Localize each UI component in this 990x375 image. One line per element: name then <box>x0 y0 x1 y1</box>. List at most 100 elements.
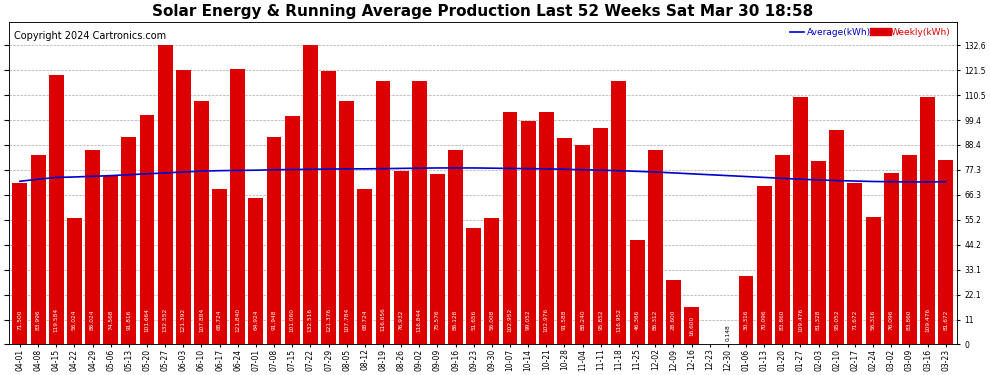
Text: 95.052: 95.052 <box>835 309 840 330</box>
Text: 91.816: 91.816 <box>127 309 132 330</box>
Text: 68.724: 68.724 <box>217 309 222 330</box>
Bar <box>521 121 536 344</box>
Text: 116.656: 116.656 <box>380 308 385 332</box>
Text: 88.240: 88.240 <box>580 309 585 330</box>
Text: 46.366: 46.366 <box>635 309 640 330</box>
Bar <box>85 150 100 344</box>
Bar <box>140 115 154 344</box>
Text: 121.376: 121.376 <box>326 308 331 332</box>
Text: 132.516: 132.516 <box>308 308 313 332</box>
Bar <box>884 173 899 344</box>
Text: 56.024: 56.024 <box>72 309 77 330</box>
Bar <box>266 137 281 344</box>
Bar <box>13 183 28 344</box>
Bar <box>122 137 137 344</box>
Text: 74.568: 74.568 <box>108 309 113 330</box>
Text: 119.584: 119.584 <box>53 308 58 332</box>
Text: 16.600: 16.600 <box>689 315 694 336</box>
Bar <box>793 98 808 344</box>
Bar <box>775 155 790 344</box>
Text: 109.476: 109.476 <box>798 308 803 332</box>
Bar <box>248 198 263 344</box>
Bar <box>375 81 390 344</box>
Text: 102.976: 102.976 <box>544 308 548 332</box>
Bar <box>321 70 336 344</box>
Bar <box>448 150 463 344</box>
Bar <box>303 45 318 344</box>
Bar <box>847 183 862 344</box>
Bar <box>357 189 372 344</box>
Text: 28.600: 28.600 <box>671 309 676 330</box>
Text: 56.008: 56.008 <box>489 309 494 330</box>
Bar <box>231 69 246 344</box>
Text: 76.932: 76.932 <box>399 309 404 330</box>
Text: 116.952: 116.952 <box>617 308 622 332</box>
Text: 121.840: 121.840 <box>236 308 241 332</box>
Bar <box>666 280 681 344</box>
Bar <box>830 130 844 344</box>
Bar <box>920 98 935 344</box>
Bar <box>557 138 572 344</box>
Text: 107.784: 107.784 <box>345 308 349 332</box>
Bar <box>430 174 445 344</box>
Title: Solar Energy & Running Average Production Last 52 Weeks Sat Mar 30 18:58: Solar Energy & Running Average Productio… <box>152 4 814 19</box>
Text: 68.724: 68.724 <box>362 309 367 330</box>
Text: 86.024: 86.024 <box>90 309 95 330</box>
Bar <box>484 218 499 344</box>
Bar <box>31 155 46 344</box>
Text: 116.844: 116.844 <box>417 308 422 332</box>
Text: 56.316: 56.316 <box>870 309 875 330</box>
Bar <box>739 276 753 344</box>
Bar <box>902 155 917 344</box>
Text: 30.316: 30.316 <box>743 309 748 330</box>
Text: 70.096: 70.096 <box>761 309 766 330</box>
Text: 101.060: 101.060 <box>290 308 295 332</box>
Bar <box>939 160 953 344</box>
Bar <box>612 81 627 344</box>
Bar <box>176 70 191 344</box>
Text: 64.924: 64.924 <box>253 309 258 330</box>
Text: 83.860: 83.860 <box>780 309 785 330</box>
Text: 71.500: 71.500 <box>18 309 23 330</box>
Bar <box>684 307 699 344</box>
Bar <box>285 116 300 344</box>
Text: 83.860: 83.860 <box>907 309 912 330</box>
Text: 121.392: 121.392 <box>181 308 186 332</box>
Text: 107.884: 107.884 <box>199 308 204 332</box>
Bar <box>503 112 518 344</box>
Text: 99.052: 99.052 <box>526 309 531 330</box>
Text: 86.128: 86.128 <box>453 309 458 330</box>
Bar <box>539 112 553 344</box>
Bar <box>647 150 662 344</box>
Bar <box>630 240 644 344</box>
Bar <box>157 45 172 344</box>
Text: 109.476: 109.476 <box>925 308 930 332</box>
Bar <box>394 171 409 344</box>
Bar <box>412 81 427 344</box>
Legend: Average(kWh), Weekly(kWh): Average(kWh), Weekly(kWh) <box>788 26 952 39</box>
Text: 95.852: 95.852 <box>598 309 603 330</box>
Bar <box>811 161 826 344</box>
Bar <box>212 189 227 344</box>
Bar <box>575 145 590 344</box>
Text: 101.664: 101.664 <box>145 308 149 332</box>
Bar <box>756 186 771 344</box>
Text: 51.656: 51.656 <box>471 309 476 330</box>
Bar <box>103 176 118 344</box>
Text: 91.588: 91.588 <box>562 309 567 330</box>
Bar <box>340 101 354 344</box>
Bar <box>49 75 63 344</box>
Text: 71.672: 71.672 <box>852 309 857 330</box>
Text: 76.096: 76.096 <box>889 309 894 330</box>
Text: 81.328: 81.328 <box>816 309 821 330</box>
Bar <box>194 101 209 344</box>
Text: Copyright 2024 Cartronics.com: Copyright 2024 Cartronics.com <box>14 32 166 41</box>
Text: 81.672: 81.672 <box>943 309 948 330</box>
Bar <box>865 217 880 344</box>
Bar <box>593 128 608 344</box>
Text: 0.148: 0.148 <box>726 324 731 341</box>
Text: 83.996: 83.996 <box>36 309 41 330</box>
Text: 102.952: 102.952 <box>508 308 513 332</box>
Bar <box>466 228 481 344</box>
Text: 132.552: 132.552 <box>162 308 167 332</box>
